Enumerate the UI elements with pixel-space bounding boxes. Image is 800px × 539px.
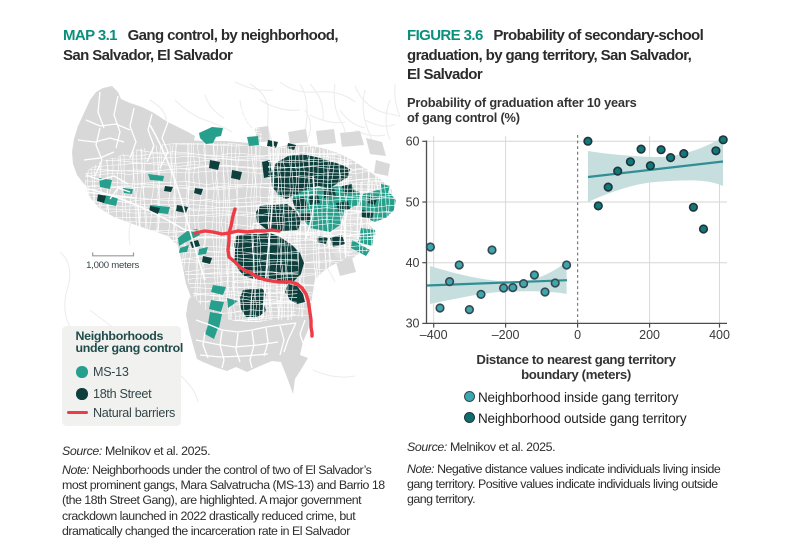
svg-text:–200: –200 [492, 328, 520, 340]
svg-text:30: 30 [406, 317, 420, 331]
svg-text:60: 60 [406, 135, 420, 149]
svg-text:0: 0 [574, 328, 581, 340]
svg-text:50: 50 [406, 195, 420, 209]
svg-text:40: 40 [406, 256, 420, 270]
svg-text:400: 400 [709, 328, 730, 340]
svg-text:200: 200 [639, 328, 660, 340]
svg-text:1,000 meters: 1,000 meters [86, 260, 139, 271]
svg-text:–400: –400 [420, 328, 448, 340]
